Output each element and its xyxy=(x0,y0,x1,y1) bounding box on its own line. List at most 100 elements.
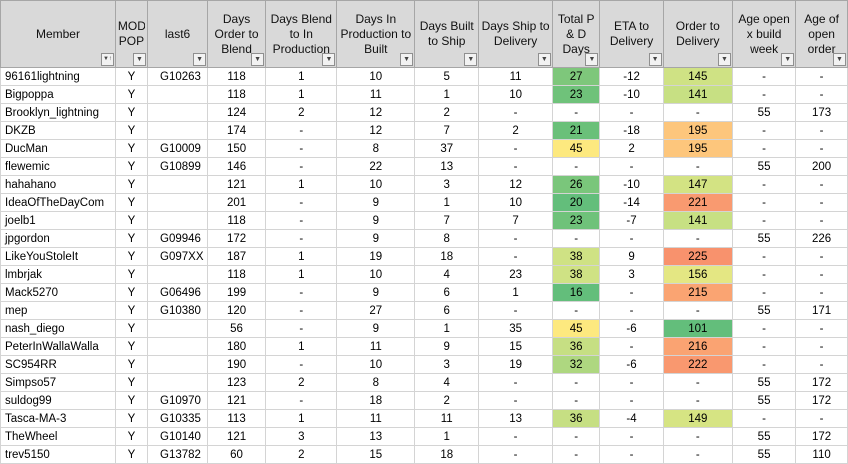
cell-order-delivery[interactable]: - xyxy=(662,301,734,320)
cell-age-open-order[interactable]: 173 xyxy=(795,103,848,122)
filter-dropdown-icon[interactable]: ▼ xyxy=(718,53,731,66)
cell-days-ship-delivery[interactable]: 12 xyxy=(478,175,553,194)
cell-days-ship-delivery[interactable]: - xyxy=(478,391,553,410)
cell-eta-delivery[interactable]: -18 xyxy=(599,121,664,140)
cell-eta-delivery[interactable]: 9 xyxy=(599,247,664,266)
cell-last6[interactable]: G097XX xyxy=(147,247,209,266)
column-header-total-pd-days[interactable]: Total P & D Days ▼ xyxy=(551,0,601,68)
cell-days-order-blend[interactable]: 124 xyxy=(207,103,267,122)
cell-days-production-built[interactable]: 27 xyxy=(336,301,416,320)
cell-age-open-build[interactable]: - xyxy=(731,265,797,284)
cell-days-blend-production[interactable]: 2 xyxy=(265,373,338,392)
cell-days-ship-delivery[interactable]: 19 xyxy=(478,355,553,374)
cell-last6[interactable]: G09946 xyxy=(147,229,209,248)
cell-age-open-order[interactable]: - xyxy=(795,409,848,428)
cell-eta-delivery[interactable]: - xyxy=(599,301,664,320)
cell-mod-pop[interactable]: Y xyxy=(114,175,149,194)
cell-order-delivery[interactable]: - xyxy=(662,445,734,464)
cell-age-open-build[interactable]: - xyxy=(731,211,797,230)
cell-total-pd-days[interactable]: 23 xyxy=(551,211,601,230)
cell-age-open-build[interactable]: - xyxy=(731,85,797,104)
cell-total-pd-days[interactable]: 21 xyxy=(551,121,601,140)
cell-order-delivery[interactable]: 101 xyxy=(662,319,734,338)
cell-age-open-build[interactable]: - xyxy=(731,67,797,86)
cell-member[interactable]: PeterInWallaWalla xyxy=(0,337,116,356)
cell-days-blend-production[interactable]: - xyxy=(265,301,338,320)
cell-order-delivery[interactable]: 141 xyxy=(662,211,734,230)
cell-member[interactable]: TheWheel xyxy=(0,427,116,446)
cell-age-open-build[interactable]: 55 xyxy=(731,445,797,464)
cell-age-open-build[interactable]: - xyxy=(731,193,797,212)
cell-age-open-order[interactable]: - xyxy=(795,139,848,158)
cell-days-blend-production[interactable]: 1 xyxy=(265,67,338,86)
cell-days-ship-delivery[interactable]: - xyxy=(478,229,553,248)
cell-age-open-order[interactable]: 172 xyxy=(795,427,848,446)
cell-days-blend-production[interactable]: - xyxy=(265,211,338,230)
cell-days-production-built[interactable]: 9 xyxy=(336,193,416,212)
cell-days-ship-delivery[interactable]: 13 xyxy=(478,409,553,428)
cell-order-delivery[interactable]: - xyxy=(662,103,734,122)
cell-total-pd-days[interactable]: 32 xyxy=(551,355,601,374)
cell-days-production-built[interactable]: 10 xyxy=(336,265,416,284)
cell-days-blend-production[interactable]: - xyxy=(265,193,338,212)
cell-member[interactable]: Tasca-MA-3 xyxy=(0,409,116,428)
cell-age-open-order[interactable]: 172 xyxy=(795,373,848,392)
cell-days-production-built[interactable]: 15 xyxy=(336,445,416,464)
cell-days-production-built[interactable]: 11 xyxy=(336,409,416,428)
column-header-days-order-blend[interactable]: Days Order to Blend ▼ xyxy=(207,0,267,68)
cell-eta-delivery[interactable]: - xyxy=(599,157,664,176)
cell-eta-delivery[interactable]: -10 xyxy=(599,175,664,194)
cell-eta-delivery[interactable]: -12 xyxy=(599,67,664,86)
filter-dropdown-icon[interactable]: ▼ xyxy=(322,53,336,66)
cell-member[interactable]: 96161lightning xyxy=(0,67,116,86)
cell-total-pd-days[interactable]: 16 xyxy=(551,283,601,302)
column-header-days-built-ship[interactable]: Days Built to Ship ▼ xyxy=(414,0,480,68)
cell-age-open-build[interactable]: - xyxy=(731,247,797,266)
cell-total-pd-days[interactable]: 36 xyxy=(551,337,601,356)
cell-days-production-built[interactable]: 19 xyxy=(336,247,416,266)
cell-days-order-blend[interactable]: 56 xyxy=(207,319,267,338)
cell-mod-pop[interactable]: Y xyxy=(114,103,149,122)
cell-days-ship-delivery[interactable]: - xyxy=(478,157,553,176)
cell-days-built-ship[interactable]: 1 xyxy=(414,193,480,212)
filter-dropdown-icon[interactable]: ▼ xyxy=(648,53,662,66)
cell-eta-delivery[interactable]: -6 xyxy=(599,319,664,338)
cell-days-production-built[interactable]: 9 xyxy=(336,211,416,230)
cell-days-ship-delivery[interactable]: - xyxy=(478,373,553,392)
cell-eta-delivery[interactable]: - xyxy=(599,391,664,410)
column-header-days-ship-delivery[interactable]: Days Ship to Delivery ▼ xyxy=(478,0,553,68)
cell-age-open-order[interactable]: - xyxy=(795,265,848,284)
cell-mod-pop[interactable]: Y xyxy=(114,229,149,248)
cell-last6[interactable] xyxy=(147,319,209,338)
cell-member[interactable]: joelb1 xyxy=(0,211,116,230)
cell-days-built-ship[interactable]: 13 xyxy=(414,157,480,176)
cell-days-order-blend[interactable]: 118 xyxy=(207,211,267,230)
filter-dropdown-icon[interactable]: ▼ xyxy=(133,53,147,66)
cell-days-built-ship[interactable]: 1 xyxy=(414,319,480,338)
cell-order-delivery[interactable]: - xyxy=(662,427,734,446)
cell-total-pd-days[interactable]: - xyxy=(551,103,601,122)
cell-total-pd-days[interactable]: 45 xyxy=(551,319,601,338)
cell-last6[interactable]: G10970 xyxy=(147,391,209,410)
cell-days-built-ship[interactable]: 8 xyxy=(414,229,480,248)
cell-days-production-built[interactable]: 8 xyxy=(336,373,416,392)
cell-days-built-ship[interactable]: 18 xyxy=(414,247,480,266)
cell-days-order-blend[interactable]: 187 xyxy=(207,247,267,266)
cell-total-pd-days[interactable]: - xyxy=(551,445,601,464)
cell-days-order-blend[interactable]: 172 xyxy=(207,229,267,248)
cell-age-open-build[interactable]: 55 xyxy=(731,229,797,248)
cell-days-production-built[interactable]: 12 xyxy=(336,103,416,122)
filter-dropdown-icon[interactable]: ▼ xyxy=(400,53,414,66)
cell-days-ship-delivery[interactable]: 35 xyxy=(478,319,553,338)
cell-order-delivery[interactable]: - xyxy=(662,229,734,248)
cell-total-pd-days[interactable]: - xyxy=(551,391,601,410)
cell-days-ship-delivery[interactable]: - xyxy=(478,301,553,320)
cell-last6[interactable]: G10899 xyxy=(147,157,209,176)
cell-last6[interactable] xyxy=(147,103,209,122)
cell-eta-delivery[interactable]: -7 xyxy=(599,211,664,230)
cell-days-built-ship[interactable]: 5 xyxy=(414,67,480,86)
cell-order-delivery[interactable]: 156 xyxy=(662,265,734,284)
cell-total-pd-days[interactable]: 38 xyxy=(551,265,601,284)
column-header-eta-delivery[interactable]: ETA to Delivery ▼ xyxy=(599,0,664,68)
cell-days-built-ship[interactable]: 9 xyxy=(414,337,480,356)
